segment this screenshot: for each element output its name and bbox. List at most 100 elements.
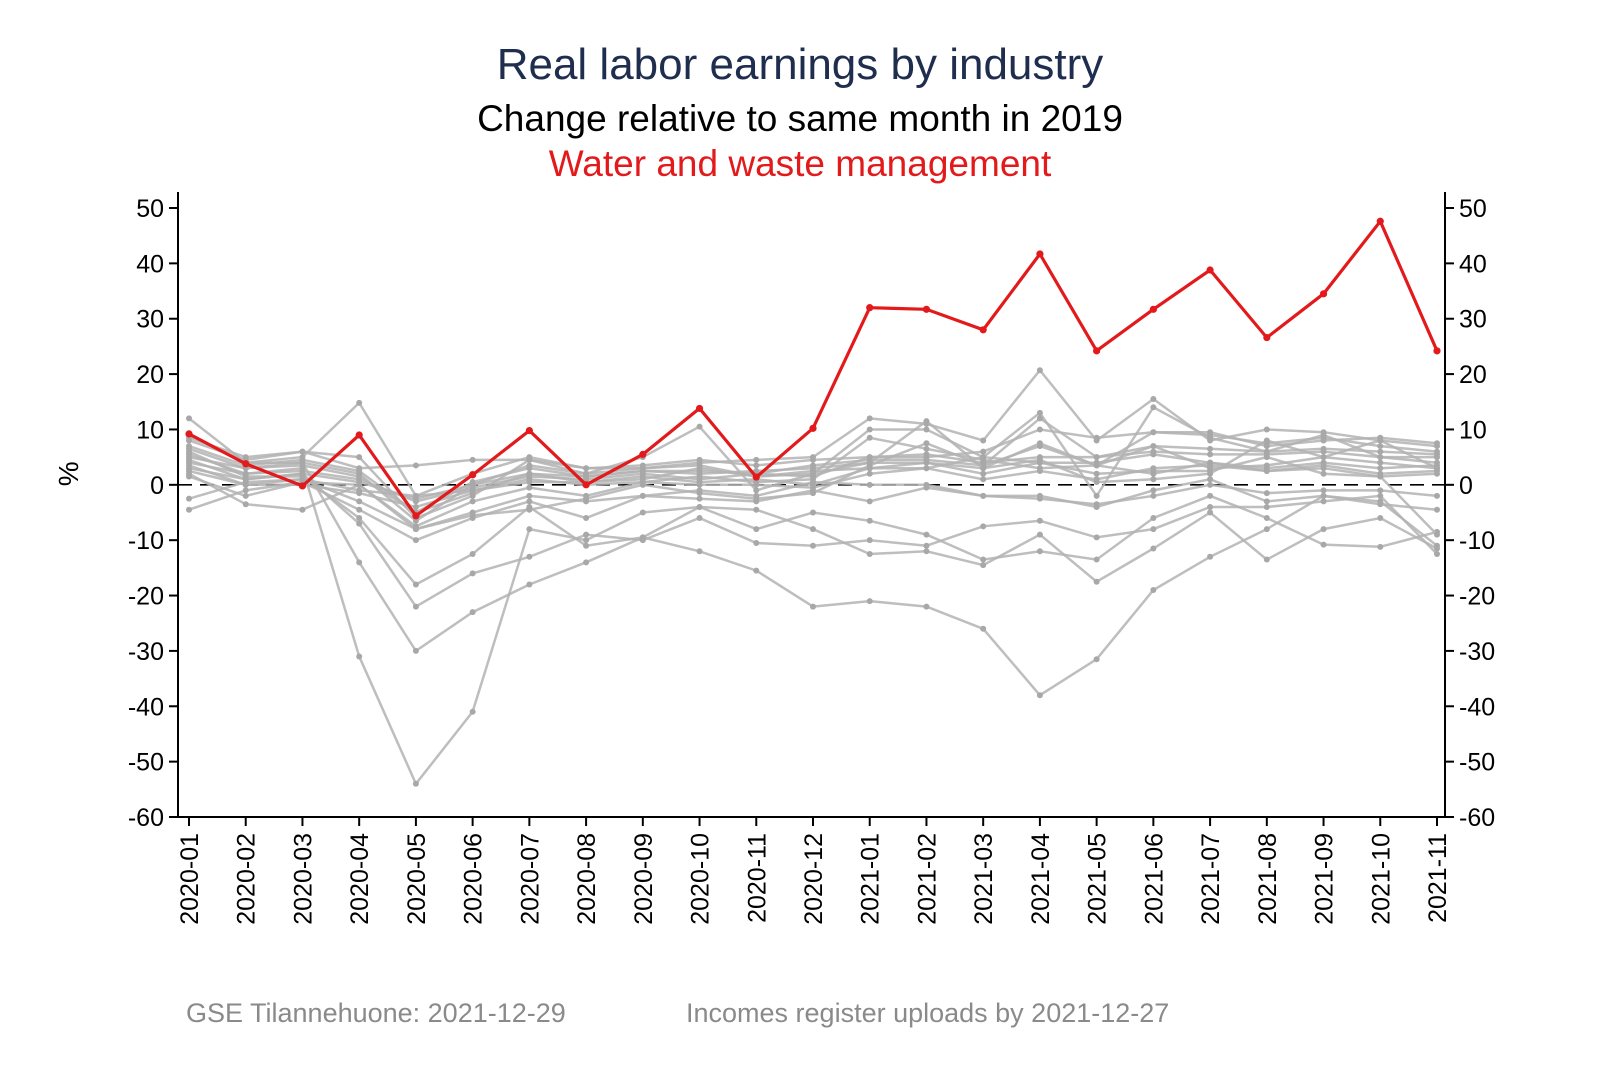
background-series-point	[980, 523, 987, 530]
x-tick-label: 2020-01	[176, 833, 204, 925]
highlight-series-point	[1433, 347, 1441, 355]
highlight-series-point	[866, 304, 874, 312]
x-tick-label: 2021-02	[913, 833, 941, 925]
background-series-point	[356, 479, 363, 486]
background-series-point	[1093, 470, 1100, 477]
x-tick-label: 2020-09	[630, 833, 658, 925]
background-series-point	[1434, 551, 1440, 558]
background-series-point	[1093, 556, 1100, 563]
background-series-point	[639, 509, 646, 516]
y-tick-label-left: 20	[136, 361, 164, 389]
y-tick-label-left: -10	[128, 527, 164, 555]
background-series-point	[583, 542, 590, 549]
background-series-point	[1263, 448, 1270, 455]
background-series-point	[1320, 492, 1327, 499]
background-series-point	[696, 495, 703, 502]
background-series-point	[469, 551, 476, 558]
background-series-point	[186, 456, 192, 463]
background-series-point	[1320, 465, 1327, 472]
y-tick-label-left: 0	[150, 472, 164, 500]
background-series-point	[412, 581, 419, 588]
y-tick-label-right: -10	[1459, 527, 1495, 555]
background-series-point	[1093, 434, 1100, 441]
background-series-point	[866, 551, 873, 558]
background-series-point	[1150, 451, 1157, 458]
background-series-point	[866, 426, 873, 433]
background-series-point	[923, 542, 930, 549]
background-series-point	[980, 562, 987, 569]
background-series-point	[1150, 429, 1157, 436]
background-series-point	[923, 445, 930, 452]
background-series-point	[186, 473, 192, 480]
x-tick-label: 2020-12	[800, 833, 828, 925]
background-series-point	[526, 581, 533, 588]
background-series-point	[1150, 487, 1157, 494]
background-series-point	[469, 570, 476, 577]
background-series-point	[980, 448, 987, 455]
background-series-point	[356, 520, 363, 527]
x-tick-label: 2021-10	[1367, 833, 1395, 925]
highlight-series-point	[1036, 250, 1044, 258]
background-series-point	[412, 537, 419, 544]
x-tick-label: 2020-08	[573, 833, 601, 925]
background-series-point	[810, 542, 816, 549]
background-series-point	[242, 481, 249, 488]
y-tick-label-left: 10	[136, 416, 164, 444]
background-series-point	[242, 487, 249, 494]
background-series-point	[1434, 492, 1440, 499]
background-series-point	[810, 603, 816, 610]
background-series-point	[242, 492, 249, 499]
highlight-series-point	[525, 426, 533, 435]
background-series-point	[1434, 506, 1440, 513]
background-series-point	[469, 481, 476, 488]
background-series-point	[583, 537, 590, 544]
background-series-point	[866, 465, 873, 472]
background-series-point	[1207, 509, 1214, 516]
x-tick-label: 2021-01	[857, 833, 885, 925]
background-series-point	[866, 598, 873, 605]
background-series-point	[1434, 465, 1440, 472]
background-series-point	[1036, 467, 1043, 474]
background-series-point	[1150, 587, 1157, 594]
background-series-point	[526, 484, 533, 491]
x-tick-label: 2021-05	[1084, 833, 1112, 925]
background-series-point	[696, 462, 703, 469]
background-series-point	[1320, 526, 1327, 533]
background-series-point	[186, 506, 192, 513]
background-series-point	[1377, 473, 1384, 480]
background-series-point	[1150, 545, 1157, 552]
background-series-point	[753, 481, 760, 488]
background-series-point	[412, 462, 419, 469]
background-series-point	[1207, 503, 1214, 510]
background-series-point	[583, 492, 590, 499]
background-series-point	[980, 454, 987, 461]
highlight-series-point	[752, 473, 760, 481]
background-series-point	[923, 418, 930, 425]
highlight-series-point	[1319, 290, 1328, 298]
background-series-point	[753, 539, 760, 546]
x-tick-label: 2021-07	[1197, 833, 1225, 925]
background-series-point	[526, 456, 533, 463]
background-series-point	[866, 470, 873, 477]
background-series-point	[469, 512, 476, 519]
background-series-point	[1377, 501, 1384, 508]
background-series-point	[583, 465, 590, 472]
highlight-series-point	[355, 431, 363, 439]
y-tick-label-right: 0	[1459, 472, 1473, 500]
background-series-point	[526, 506, 533, 513]
x-tick-label: 2020-06	[460, 833, 488, 925]
background-series-point	[866, 434, 873, 441]
background-series-point	[810, 470, 816, 477]
background-series-point	[186, 445, 192, 452]
background-series-point	[583, 470, 590, 477]
background-series-point	[1263, 426, 1270, 433]
background-series-point	[810, 484, 816, 491]
background-series-point	[696, 548, 703, 555]
background-series-point	[923, 465, 930, 472]
background-series-point	[356, 470, 363, 477]
background-series-point	[1263, 443, 1270, 450]
background-series-point	[696, 481, 703, 488]
background-series-point	[1320, 541, 1327, 548]
background-series-point	[696, 423, 703, 430]
background-series-point	[1093, 534, 1100, 541]
